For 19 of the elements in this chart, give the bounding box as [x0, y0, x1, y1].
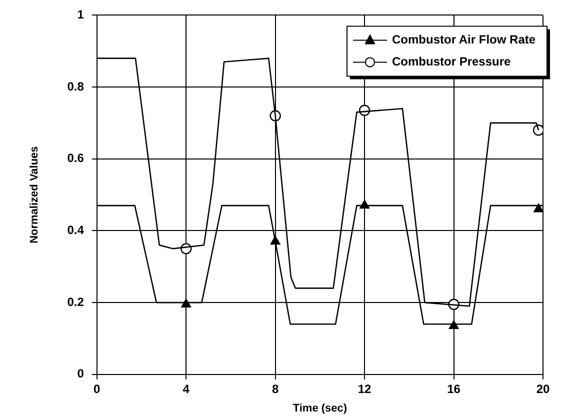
x-tick-label: 20: [536, 382, 550, 396]
x-axis-title: Time (sec): [292, 402, 348, 414]
x-tick-label: 4: [182, 382, 190, 396]
x-tick-label: 0: [94, 382, 101, 396]
legend-label: Combustor Pressure: [392, 54, 512, 69]
y-tick-label: 0.8: [67, 79, 84, 94]
y-axis-title: Normalized Values: [28, 146, 41, 244]
point: [181, 298, 192, 308]
y-tick-label: 1: [77, 8, 84, 22]
y-tick-label: 0.4: [67, 223, 84, 238]
x-tick-label: 8: [272, 382, 279, 396]
y-tick-label: 0.6: [67, 151, 84, 166]
point: [532, 124, 543, 136]
y-tick-label: 0: [77, 366, 84, 381]
legend-label: Combustor Air Flow Rate: [392, 32, 536, 47]
y-tick-label: 0.2: [67, 294, 84, 309]
x-tick-label: 16: [447, 382, 461, 396]
point: [534, 204, 543, 212]
x-tick-label: 12: [358, 382, 372, 396]
